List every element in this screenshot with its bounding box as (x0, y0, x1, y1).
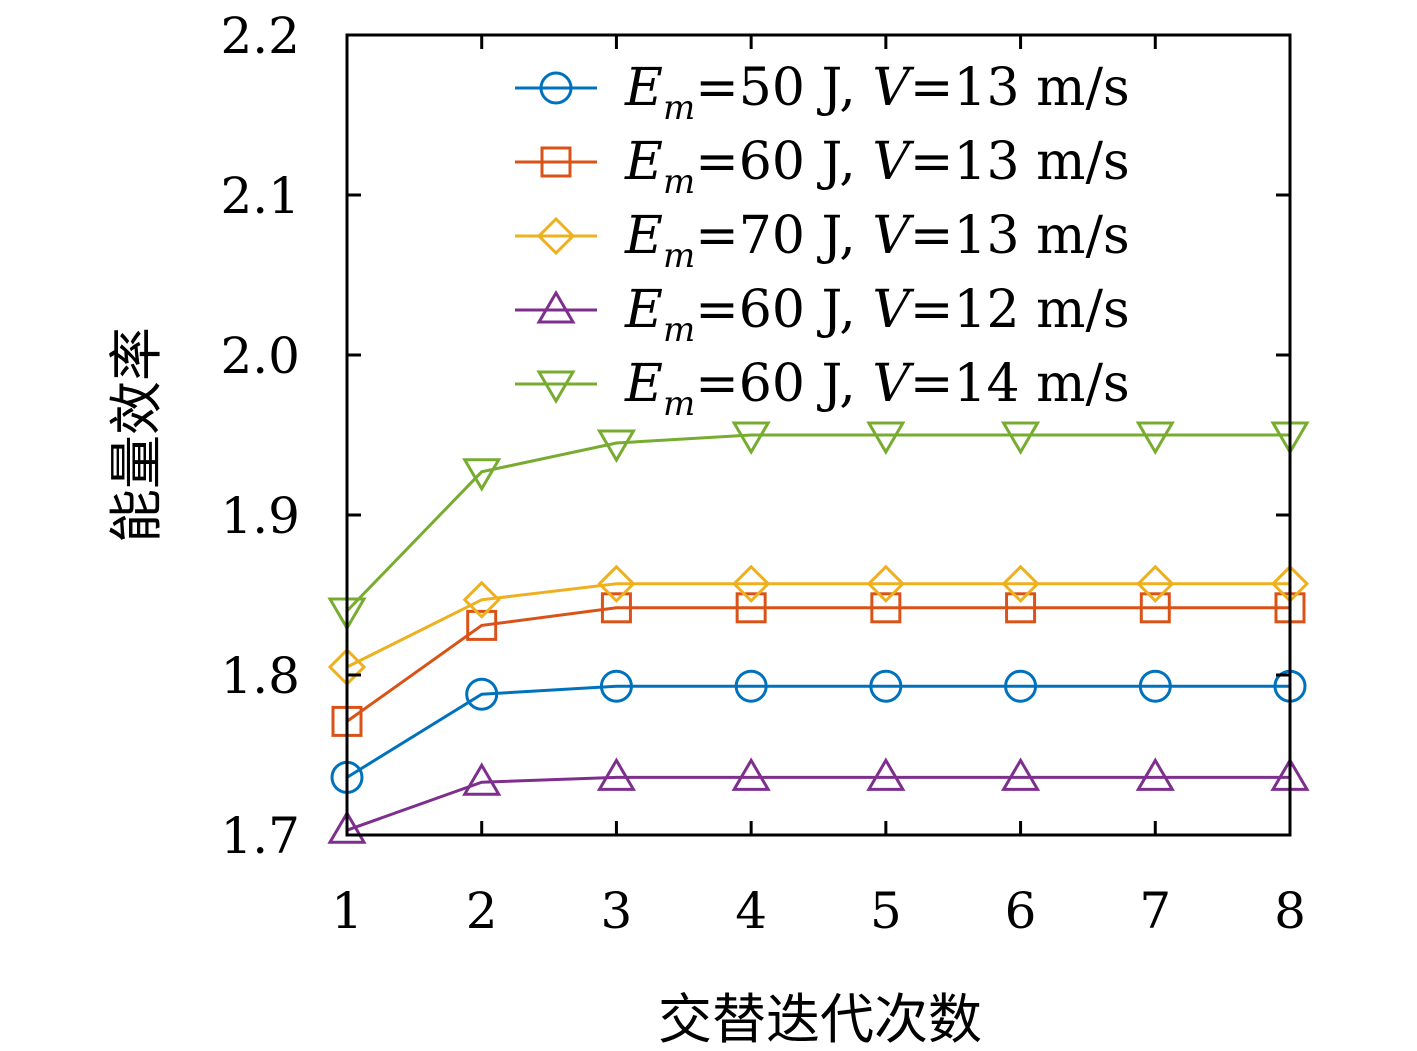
legend-label-2-sub: m (663, 162, 695, 202)
legend-label-3: Em=70 J, V=13 m/s (624, 206, 1130, 276)
legend-label-3-em: E (624, 206, 663, 266)
y-tick-label-1.9: 1.9 (220, 487, 300, 545)
legend-marker-3 (536, 216, 576, 256)
x-tick-label-1: 1 (331, 882, 363, 940)
legend-label-1-sub: m (663, 88, 695, 128)
series-5-point-2 (462, 458, 502, 492)
legend: Em=50 J, V=13 m/sEm=60 J, V=13 m/sEm=70 … (515, 58, 1130, 424)
series-4-line (346, 775, 1290, 832)
series-4-point-6 (1000, 757, 1041, 791)
series-5-point-4 (731, 421, 771, 455)
legend-entry-4: Em=60 J, V=12 m/s (515, 280, 1130, 350)
legend-label-2-rest1: =60 J, (695, 132, 872, 192)
legend-label-4: Em=60 J, V=12 m/s (624, 280, 1130, 350)
series-2-point-6 (1005, 592, 1037, 624)
series-4-point-2 (462, 762, 502, 796)
series-1-point-4 (734, 669, 768, 703)
legend-marker-5 (536, 370, 576, 404)
legend-label-5-sub: m (663, 384, 695, 424)
series-1-point-3 (599, 669, 633, 703)
legend-entry-1: Em=50 J, V=13 m/s (515, 58, 1130, 128)
series-1-point-7 (1138, 669, 1172, 703)
series-1-point-2 (465, 677, 499, 711)
legend-label-4-sub: m (663, 310, 695, 350)
legend-label-1: Em=50 J, V=13 m/s (624, 58, 1130, 128)
y-tick-label-1.8: 1.8 (220, 647, 300, 705)
x-tick-label-6: 6 (1005, 882, 1037, 940)
legend-label-2: Em=60 J, V=13 m/s (624, 132, 1130, 202)
legend-label-2-em: E (624, 132, 663, 192)
legend-label-5-rest1: =60 J, (695, 354, 872, 414)
series-3-line (346, 582, 1290, 669)
series-5-line (345, 433, 1290, 613)
plot-area (327, 421, 1310, 844)
series-5-point-7 (1135, 421, 1175, 455)
plot-frame (345, 33, 1292, 837)
legend-entry-5: Em=60 J, V=14 m/s (515, 354, 1130, 424)
legend-label-5-rest2: =14 m/s (910, 354, 1130, 414)
series-2-point-3 (600, 592, 632, 624)
y-axis-title: 能量效率 (105, 327, 168, 543)
series-2-point-5 (870, 592, 902, 624)
series-3-point-4 (732, 564, 771, 603)
series-3-point-3 (597, 564, 636, 603)
y-tick-label-2.2: 2.2 (220, 7, 300, 65)
legend-label-4-rest1: =60 J, (695, 280, 872, 340)
series-2-point-4 (735, 592, 767, 624)
series-4-point-3 (596, 757, 637, 791)
legend-label-3-rest1: =70 J, (695, 206, 872, 266)
legend-label-1-rest1: =50 J, (695, 58, 872, 118)
legend-label-4-v: V (872, 280, 914, 340)
legend-label-2-rest2: =13 m/s (910, 132, 1130, 192)
legend-entry-2: Em=60 J, V=13 m/s (515, 132, 1130, 202)
x-tick-label-4: 4 (735, 882, 767, 940)
y-tick-label-1.7: 1.7 (220, 807, 300, 865)
series-3-point-2 (462, 580, 501, 619)
series-4-point-7 (1135, 757, 1175, 791)
legend-marker-2 (540, 146, 572, 178)
legend-label-4-em: E (624, 280, 663, 340)
series-3-point-7 (1136, 564, 1175, 603)
series-4-point-5 (866, 757, 906, 791)
legend-label-3-sub: m (663, 236, 695, 276)
series-3-point-6 (1001, 564, 1040, 603)
legend-label-5: Em=60 J, V=14 m/s (624, 354, 1130, 424)
legend-label-5-v: V (872, 354, 914, 414)
legend-marker-1 (539, 71, 573, 105)
series-4-point-4 (731, 757, 771, 791)
legend-label-5-em: E (624, 354, 663, 414)
x-tick-label-3: 3 (601, 882, 633, 940)
y-tick-label-2.0: 2.0 (220, 327, 300, 385)
legend-label-2-v: V (872, 132, 914, 192)
series-5-point-3 (596, 429, 637, 463)
legend-entry-3: Em=70 J, V=13 m/s (515, 206, 1130, 276)
x-axis-title: 交替迭代次数 (658, 988, 982, 1051)
legend-label-3-rest2: =13 m/s (910, 206, 1130, 266)
series-1-line (346, 684, 1290, 779)
series-1-point-6 (1004, 669, 1038, 703)
series-2-point-2 (466, 609, 498, 641)
legend-label-1-em: E (624, 58, 663, 118)
series-3-point-5 (866, 564, 905, 603)
series-2-point-7 (1139, 592, 1171, 624)
x-tick-label-8: 8 (1274, 882, 1306, 940)
axes: 1 2 3 4 5 6 7 8 1.7 1.8 1.9 2.0 2.1 2.2 (220, 7, 1305, 940)
series-4-point-1 (327, 810, 367, 844)
series-5-point-6 (1000, 421, 1041, 455)
legend-label-1-rest2: =13 m/s (910, 58, 1130, 118)
legend-marker-4 (536, 290, 576, 324)
y-tick-label-2.1: 2.1 (220, 167, 300, 225)
series-5-point-5 (866, 421, 906, 455)
x-tick-label-5: 5 (870, 882, 902, 940)
x-tick-label-7: 7 (1139, 882, 1171, 940)
x-tick-label-2: 2 (466, 882, 498, 940)
legend-label-1-v: V (872, 58, 914, 118)
series-2-line (346, 606, 1290, 723)
legend-label-4-rest2: =12 m/s (910, 280, 1130, 340)
legend-label-3-v: V (872, 206, 914, 266)
series-1-point-5 (869, 669, 903, 703)
